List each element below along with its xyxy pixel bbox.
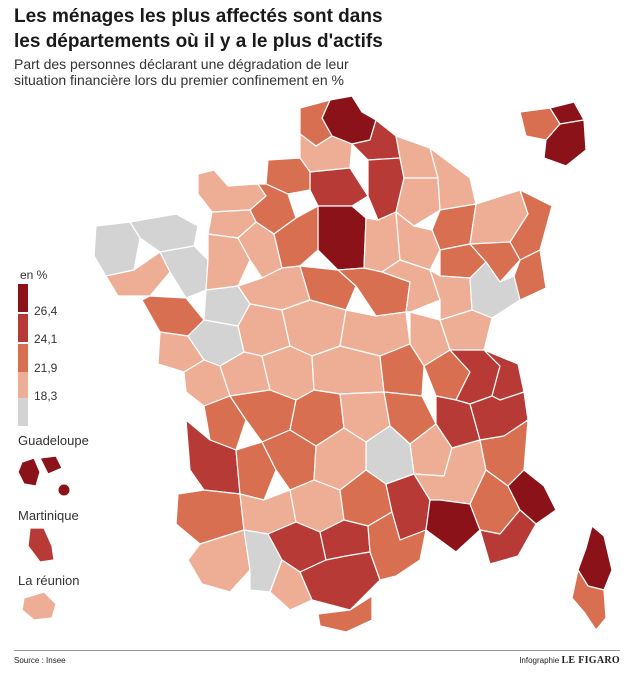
footer-divider (14, 650, 620, 651)
department-region (203, 395, 247, 451)
department-region (543, 119, 587, 167)
department-region (469, 241, 521, 283)
department-region (367, 511, 427, 581)
map-title: Les ménages les plus affectés sont dans … (14, 6, 383, 52)
credit-prefix: Infographie (519, 656, 560, 665)
department-region (129, 213, 199, 253)
department-region (479, 509, 537, 565)
department-region (27, 527, 55, 563)
department-region (299, 265, 357, 311)
map-subtitle: Part des personnes déclarant une dégrada… (14, 56, 349, 88)
department-region (235, 441, 277, 501)
credit-brand: LE FIGARO (561, 655, 620, 666)
department-region (299, 551, 381, 611)
department-region (379, 343, 425, 397)
department-region (317, 205, 367, 271)
department-region (395, 177, 441, 227)
department-region (57, 483, 71, 497)
legend-swatch (18, 344, 28, 372)
legend-swatch (18, 314, 28, 342)
legend-swatch (18, 372, 28, 400)
legend-label: 18,3 (34, 389, 58, 403)
legend-swatch (18, 284, 28, 312)
department-region (39, 455, 63, 475)
department-region (395, 135, 439, 179)
department-region (17, 457, 41, 487)
legend-label: 26,4 (34, 304, 58, 318)
legend-label: 24,1 (34, 332, 58, 346)
legend-swatch (18, 398, 28, 426)
department-region (571, 569, 607, 631)
martinique-label: Martinique (18, 508, 79, 523)
department-region (381, 259, 441, 313)
reunion-label: La réunion (18, 573, 80, 588)
department-region (21, 591, 57, 621)
source-note: Source : Insee (14, 656, 66, 665)
department-region (317, 595, 373, 633)
department-region (513, 249, 547, 301)
credit-note: Infographie LE FIGARO (519, 655, 620, 666)
department-region (93, 221, 141, 277)
department-region (309, 167, 369, 207)
guadeloupe-label: Guadeloupe (18, 433, 89, 448)
department-region (439, 309, 493, 351)
legend-unit: en % (20, 268, 48, 282)
legend-label: 21,9 (34, 361, 58, 375)
